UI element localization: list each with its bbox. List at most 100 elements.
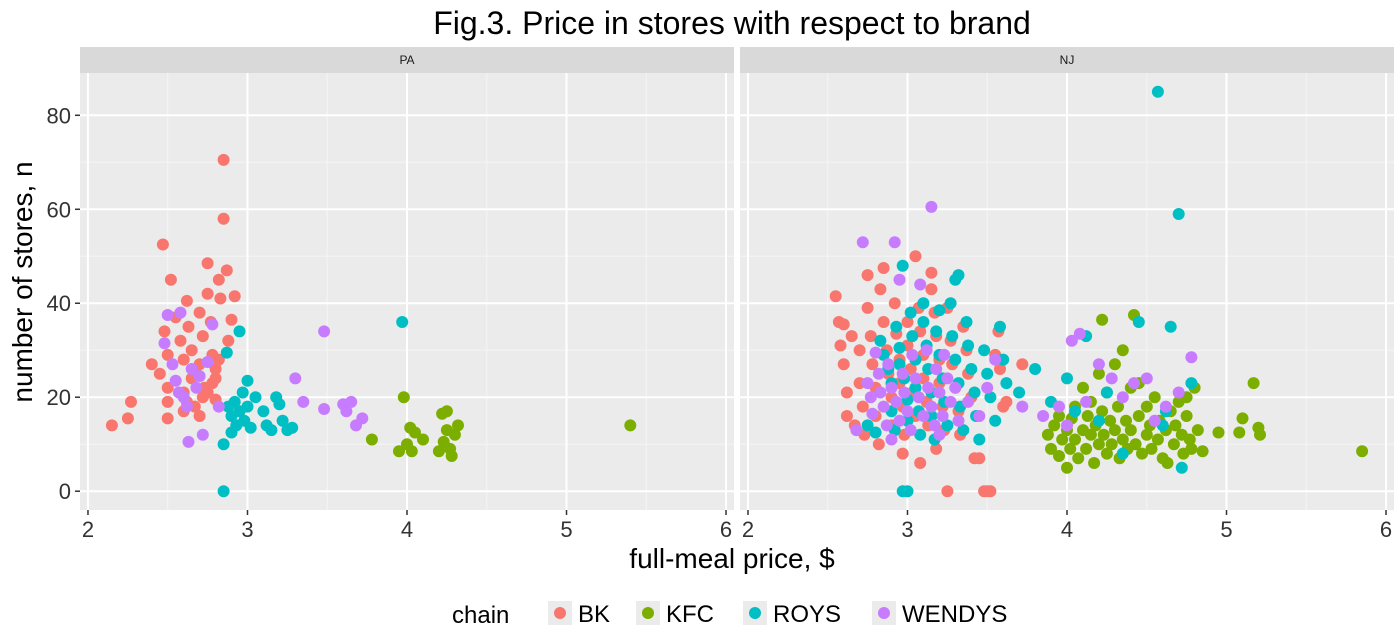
legend-label: WENDYS xyxy=(902,601,1007,628)
point-roys xyxy=(244,421,257,434)
point-roys xyxy=(968,386,981,399)
point-bk xyxy=(925,283,938,296)
point-wendys xyxy=(893,273,906,286)
point-kfc xyxy=(1100,447,1113,460)
point-bk xyxy=(225,313,238,326)
point-kfc xyxy=(1061,461,1073,474)
data-points xyxy=(829,85,1369,498)
point-roys xyxy=(973,433,986,446)
point-bk xyxy=(217,212,230,225)
y-tick-label: 40 xyxy=(47,291,71,316)
point-kfc xyxy=(409,426,421,439)
point-wendys xyxy=(169,374,182,387)
point-wendys xyxy=(885,381,898,394)
point-bk xyxy=(161,395,174,408)
point-wendys xyxy=(925,400,938,413)
point-wendys xyxy=(185,363,198,375)
x-tick-label: 3 xyxy=(241,517,253,542)
point-wendys xyxy=(1185,351,1198,364)
legend-items: BK KFC ROYS WENDYS xyxy=(548,601,1007,628)
point-wendys xyxy=(880,419,893,432)
point-bk xyxy=(228,290,241,303)
point-wendys xyxy=(872,367,885,380)
point-bk xyxy=(856,400,869,413)
point-wendys xyxy=(318,325,331,338)
point-bk xyxy=(161,381,174,394)
point-roys xyxy=(233,325,246,338)
x-tick-label: 5 xyxy=(560,517,572,542)
point-kfc xyxy=(1183,433,1196,446)
point-kfc xyxy=(1081,410,1094,422)
point-kfc xyxy=(1161,457,1174,469)
point-wendys xyxy=(952,414,965,427)
point-wendys xyxy=(177,391,190,404)
point-wendys xyxy=(1016,400,1029,413)
point-bk xyxy=(212,273,225,286)
y-tick-label: 0 xyxy=(59,479,71,504)
point-kfc xyxy=(1045,442,1057,455)
point-roys xyxy=(1175,461,1188,474)
point-bk xyxy=(837,358,850,371)
point-bk xyxy=(1000,395,1013,408)
point-wendys xyxy=(158,337,171,350)
point-kfc xyxy=(1096,405,1109,418)
point-bk xyxy=(174,334,187,347)
point-bk xyxy=(158,325,171,338)
point-bk xyxy=(196,330,209,343)
point-kfc xyxy=(1088,457,1101,469)
x-tick-label: 2 xyxy=(742,517,754,542)
point-bk xyxy=(872,438,885,451)
point-kfc xyxy=(1092,438,1105,451)
facet-strip-label: NJ xyxy=(1060,53,1075,67)
point-bk xyxy=(909,250,922,263)
point-kfc xyxy=(1053,410,1065,422)
point-kfc xyxy=(1105,438,1118,451)
x-axis-title: full-meal price, $ xyxy=(629,543,835,574)
point-wendys xyxy=(888,236,901,249)
point-roys xyxy=(1092,414,1105,427)
point-wendys xyxy=(856,236,869,249)
x-tick-label: 6 xyxy=(1380,517,1392,542)
point-roys xyxy=(978,344,991,357)
point-wendys xyxy=(904,424,917,437)
point-wendys xyxy=(909,372,922,385)
legend-swatch xyxy=(878,607,890,619)
point-bk xyxy=(994,363,1006,375)
point-bk xyxy=(984,485,997,498)
point-roys xyxy=(1172,208,1185,220)
point-wendys xyxy=(906,348,919,361)
legend-title: chain xyxy=(452,602,509,629)
point-roys xyxy=(236,386,249,399)
point-bk xyxy=(896,447,909,460)
point-bk xyxy=(877,262,890,274)
point-kfc xyxy=(1064,442,1077,455)
point-bk xyxy=(156,238,169,251)
point-kfc xyxy=(1112,400,1124,413)
point-bk xyxy=(861,269,874,282)
point-wendys xyxy=(318,403,331,415)
point-bk xyxy=(185,344,198,357)
point-bk xyxy=(930,442,943,455)
point-kfc xyxy=(1136,447,1148,460)
point-wendys xyxy=(356,412,369,425)
point-kfc xyxy=(1120,414,1132,427)
point-bk xyxy=(837,318,850,331)
point-kfc xyxy=(365,433,378,446)
legend-swatch xyxy=(554,607,566,619)
point-bk xyxy=(164,273,177,286)
point-wendys xyxy=(866,407,879,420)
point-kfc xyxy=(1212,426,1225,439)
point-kfc xyxy=(1048,419,1061,432)
point-bk xyxy=(914,457,927,469)
point-wendys xyxy=(1037,410,1050,422)
point-bk xyxy=(973,452,986,465)
point-wendys xyxy=(1128,377,1140,390)
point-bk xyxy=(196,391,209,404)
point-wendys xyxy=(206,318,219,331)
point-wendys xyxy=(212,400,225,413)
point-wendys xyxy=(912,391,925,404)
point-wendys xyxy=(949,381,962,394)
point-roys xyxy=(861,419,874,432)
point-wendys xyxy=(1116,391,1129,404)
point-wendys xyxy=(885,433,898,446)
